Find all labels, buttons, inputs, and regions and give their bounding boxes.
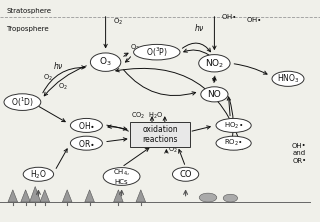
Ellipse shape xyxy=(4,94,41,111)
Ellipse shape xyxy=(70,119,102,132)
Ellipse shape xyxy=(90,53,121,71)
Text: CH$_4$,
HCs: CH$_4$, HCs xyxy=(113,168,130,185)
Text: oxidation
reactions: oxidation reactions xyxy=(142,125,178,144)
Ellipse shape xyxy=(23,167,53,181)
Text: h$\nu$: h$\nu$ xyxy=(194,22,204,33)
Text: CO$_2$  H$_2$O: CO$_2$ H$_2$O xyxy=(131,111,164,121)
Text: OH$\bullet$: OH$\bullet$ xyxy=(221,12,237,21)
Ellipse shape xyxy=(272,71,304,86)
Polygon shape xyxy=(62,190,72,202)
Polygon shape xyxy=(21,190,30,202)
Text: RO$_2$$\bullet$: RO$_2$$\bullet$ xyxy=(224,138,243,148)
Polygon shape xyxy=(136,190,146,202)
Ellipse shape xyxy=(216,119,251,132)
Text: NO$_2$: NO$_2$ xyxy=(205,57,224,69)
Text: HO$_2$$\bullet$: HO$_2$$\bullet$ xyxy=(224,120,243,131)
Text: H$_2$O: H$_2$O xyxy=(30,168,47,180)
Text: O$_2$: O$_2$ xyxy=(113,16,123,26)
Polygon shape xyxy=(85,190,94,202)
FancyBboxPatch shape xyxy=(131,122,190,147)
Ellipse shape xyxy=(172,167,199,181)
Text: O$_2$: O$_2$ xyxy=(130,43,140,53)
Ellipse shape xyxy=(223,194,237,202)
Text: O$_2$: O$_2$ xyxy=(168,145,178,155)
Text: OH•
and
OR•: OH• and OR• xyxy=(292,143,307,164)
Text: O($^1$D): O($^1$D) xyxy=(11,95,34,109)
Text: Stratosphere: Stratosphere xyxy=(6,8,52,14)
Text: CO: CO xyxy=(179,170,192,179)
Polygon shape xyxy=(30,186,41,202)
Polygon shape xyxy=(114,190,123,202)
Polygon shape xyxy=(8,190,18,202)
Text: Troposphere: Troposphere xyxy=(6,26,49,32)
Text: OH$\bullet$: OH$\bullet$ xyxy=(246,15,262,24)
Text: OR$\bullet$: OR$\bullet$ xyxy=(78,138,95,149)
Ellipse shape xyxy=(134,44,180,60)
Polygon shape xyxy=(40,190,50,202)
Text: h$\nu$: h$\nu$ xyxy=(53,60,64,71)
Text: HNO$_3$: HNO$_3$ xyxy=(277,73,299,85)
Ellipse shape xyxy=(216,136,251,150)
Ellipse shape xyxy=(103,168,140,185)
Ellipse shape xyxy=(201,87,228,102)
Text: O($^3$P): O($^3$P) xyxy=(146,46,168,59)
Text: O$_3$: O$_3$ xyxy=(99,56,112,68)
Text: O$_2$: O$_2$ xyxy=(43,73,53,83)
Text: OH$\bullet$: OH$\bullet$ xyxy=(78,120,95,131)
Text: NO: NO xyxy=(208,90,221,99)
Ellipse shape xyxy=(199,193,217,202)
Text: O$_2$: O$_2$ xyxy=(58,82,68,92)
Ellipse shape xyxy=(70,136,102,150)
Ellipse shape xyxy=(199,55,230,72)
